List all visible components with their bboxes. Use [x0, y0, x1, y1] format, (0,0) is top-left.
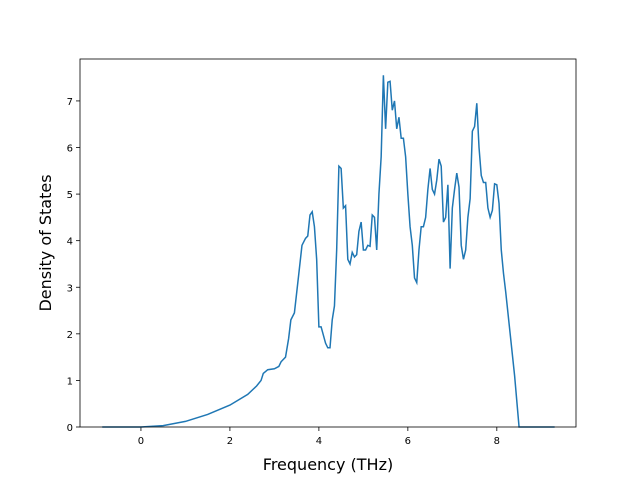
plot-frame	[79, 58, 577, 428]
y-tick-label: 0	[67, 423, 73, 434]
x-tick-label: 0	[138, 436, 144, 447]
y-tick-label: 2	[67, 330, 73, 341]
y-tick-label: 5	[67, 190, 73, 201]
x-axis-label: Frequency (THz)	[263, 455, 393, 474]
x-tick-label: 8	[494, 436, 500, 447]
y-tick-label: 4	[67, 237, 73, 248]
y-tick-label: 6	[67, 144, 73, 155]
y-tick-label: 3	[67, 283, 73, 294]
y-tick-label: 7	[67, 97, 73, 108]
x-tick-label: 2	[227, 436, 233, 447]
x-tick-label: 4	[316, 436, 322, 447]
y-axis-label: Density of States	[36, 174, 55, 311]
data-line	[102, 75, 555, 428]
y-tick-label: 1	[67, 376, 73, 387]
x-tick-label: 6	[405, 436, 411, 447]
